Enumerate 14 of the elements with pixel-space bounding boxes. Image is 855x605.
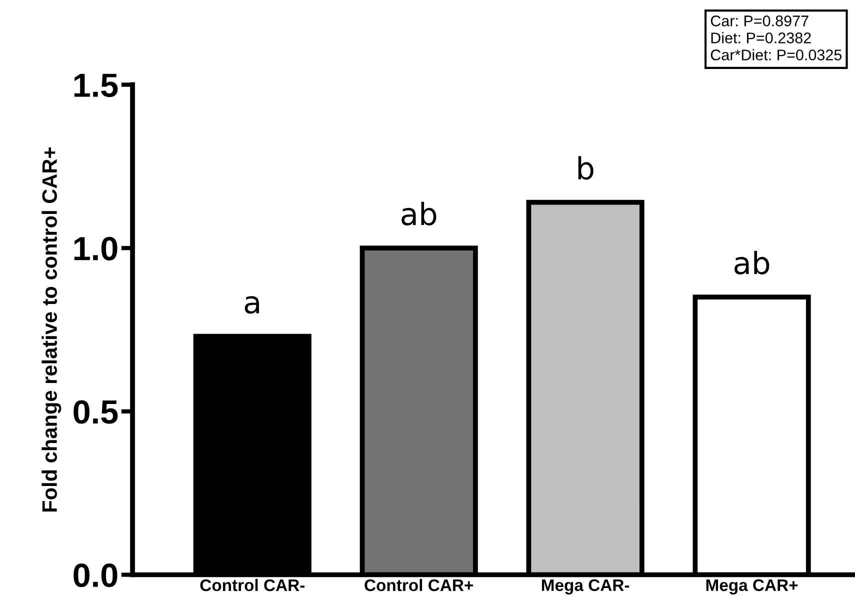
x-tick-label: Control CAR+	[364, 578, 474, 592]
x-tick-label: Mega CAR-	[542, 579, 630, 594]
y-tick-label: 1.5	[74, 74, 118, 98]
annotation: b	[578, 156, 594, 180]
text: Car: P=0.8977 Diet: P=0.2382 Car*Diet: P=0.0325	[710, 16, 842, 60]
x-tick-label: Control CAR-	[200, 578, 304, 592]
annotation: ab	[402, 202, 436, 226]
annotation: a	[244, 296, 259, 314]
y-tick-label: 1.0	[74, 236, 118, 260]
x-tick-label: Mega CAR+	[706, 579, 798, 594]
y-tick-label: 0.0	[74, 564, 118, 588]
y-tick-label: 0.5	[74, 400, 118, 424]
y-axis-title: Fold change relative to control CAR+	[42, 147, 62, 512]
annotation: ab	[734, 250, 770, 274]
